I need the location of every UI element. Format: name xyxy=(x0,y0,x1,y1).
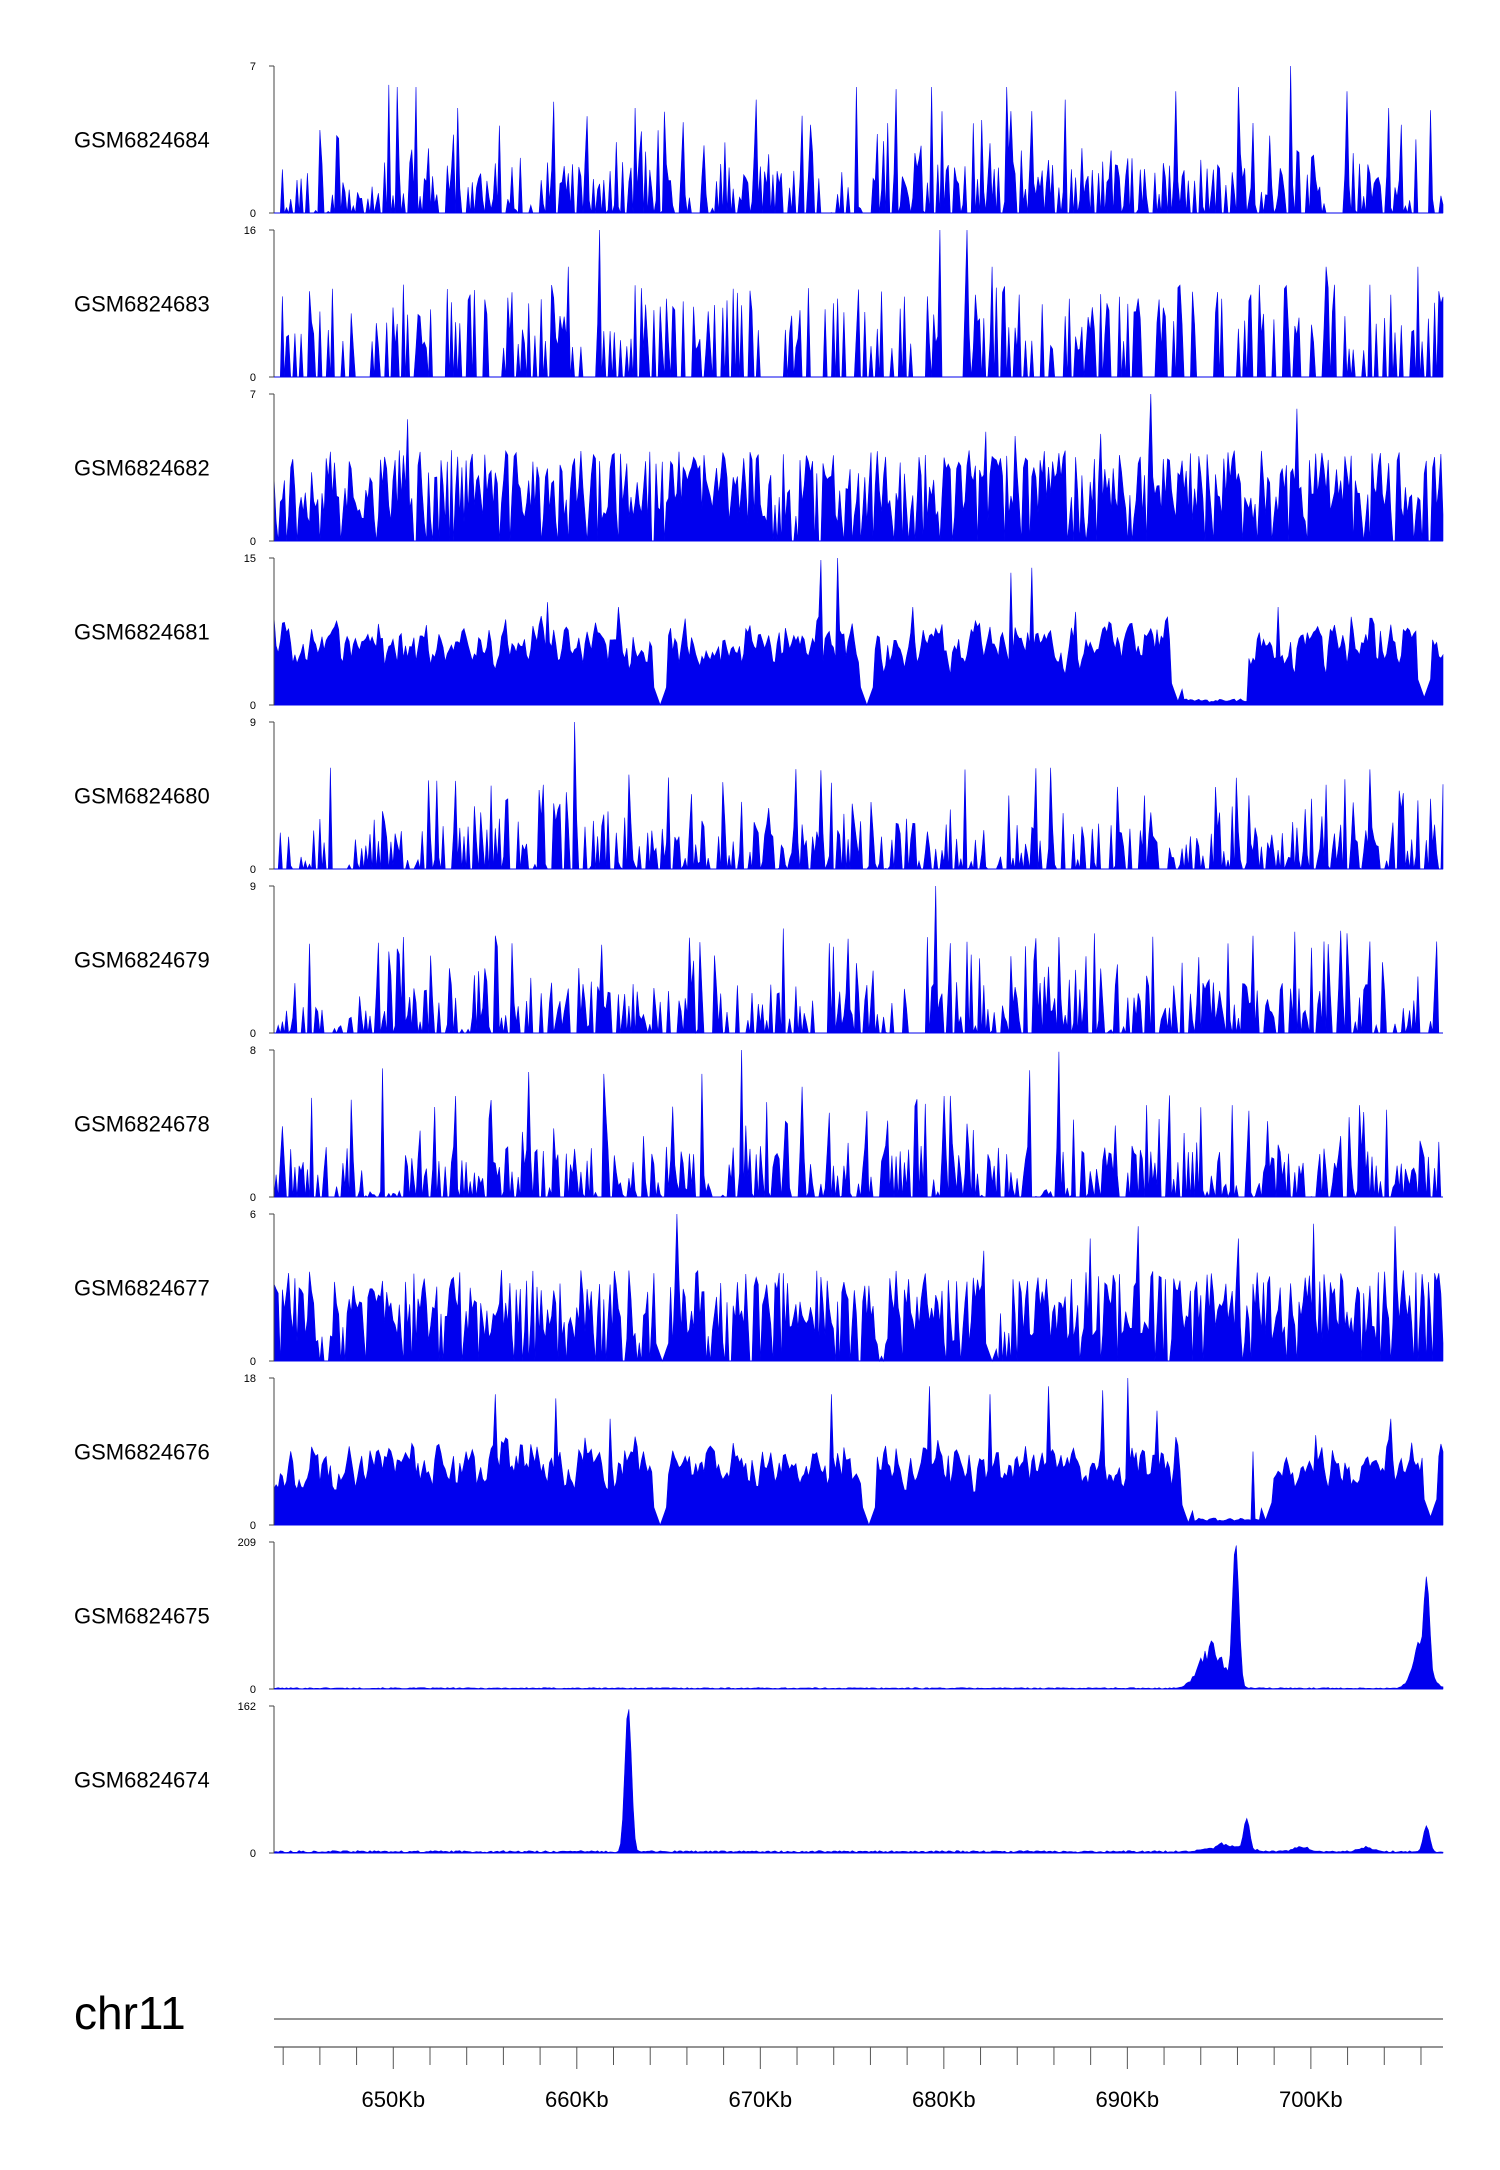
y-max-label: 16 xyxy=(244,225,256,237)
signal-area-GSM6824677 xyxy=(273,1213,1444,1363)
track-GSM6824682: 7 0 GSM6824682 xyxy=(74,389,1444,548)
y-min-label: 0 xyxy=(250,372,256,384)
x-tick-label: 680Kb xyxy=(912,2087,976,2112)
y-max-label: 162 xyxy=(238,1701,256,1713)
x-tick-label: 660Kb xyxy=(545,2087,609,2112)
track-label: GSM6824679 xyxy=(74,948,210,973)
track-label: GSM6824684 xyxy=(74,128,210,153)
y-min-label: 0 xyxy=(250,1356,256,1368)
signal-area-GSM6824680 xyxy=(274,721,1444,870)
y-min-label: 0 xyxy=(250,1028,256,1040)
signal-area-GSM6824681 xyxy=(273,557,1444,706)
track-label: GSM6824683 xyxy=(74,292,210,317)
track-label: GSM6824674 xyxy=(74,1768,210,1793)
track-GSM6824676: 18 0 GSM6824676 xyxy=(74,1373,1444,1532)
y-min-label: 0 xyxy=(250,536,256,548)
signal-area-GSM6824683 xyxy=(274,229,1444,378)
y-min-label: 0 xyxy=(250,1520,256,1532)
signal-area-GSM6824674 xyxy=(273,1709,1444,1854)
track-label: GSM6824676 xyxy=(74,1440,210,1465)
y-max-label: 9 xyxy=(250,881,256,893)
track-label: GSM6824678 xyxy=(74,1112,210,1137)
track-GSM6824677: 6 0 GSM6824677 xyxy=(74,1209,1444,1368)
y-min-label: 0 xyxy=(250,1684,256,1696)
track-GSM6824683: 16 0 GSM6824683 xyxy=(74,225,1444,384)
y-min-label: 0 xyxy=(250,864,256,876)
x-tick-label: 690Kb xyxy=(1096,2087,1160,2112)
y-max-label: 7 xyxy=(250,389,256,401)
track-label: GSM6824682 xyxy=(74,456,210,481)
y-max-label: 9 xyxy=(250,717,256,729)
signal-area-GSM6824675 xyxy=(273,1545,1444,1690)
y-max-label: 15 xyxy=(244,553,256,565)
track-label: GSM6824677 xyxy=(74,1276,210,1301)
track-GSM6824680: 9 0 GSM6824680 xyxy=(74,717,1444,876)
y-max-label: 18 xyxy=(244,1373,256,1385)
x-tick-label: 670Kb xyxy=(729,2087,793,2112)
genomic-axis: chr11 650Kb 660Kb 670Kb 680Kb 690Kb 700Kb xyxy=(74,1987,1443,2112)
track-GSM6824679: 9 0 GSM6824679 xyxy=(74,881,1443,1040)
y-min-label: 0 xyxy=(250,208,256,220)
track-label: GSM6824675 xyxy=(74,1604,210,1629)
signal-area-GSM6824678 xyxy=(273,1049,1443,1199)
y-max-label: 8 xyxy=(250,1045,256,1057)
y-min-label: 0 xyxy=(250,700,256,712)
y-max-label: 6 xyxy=(250,1209,256,1221)
signal-tracks: 7 0 GSM6824684 16 0 GSM6824683 7 0 GSM6824682 15 0… xyxy=(74,61,1444,1860)
track-GSM6824681: 15 0 GSM6824681 xyxy=(74,553,1444,712)
y-min-label: 0 xyxy=(250,1192,256,1204)
track-label: GSM6824680 xyxy=(74,784,210,809)
track-label: GSM6824681 xyxy=(74,620,210,645)
signal-area-GSM6824684 xyxy=(274,65,1444,215)
track-GSM6824678: 8 0 GSM6824678 xyxy=(74,1045,1443,1204)
signal-area-GSM6824676 xyxy=(273,1377,1444,1526)
chromosome-label: chr11 xyxy=(74,1987,186,2039)
signal-area-GSM6824679 xyxy=(274,885,1443,1035)
track-GSM6824674: 162 0 GSM6824674 xyxy=(74,1701,1444,1860)
signal-area-GSM6824682 xyxy=(273,393,1444,542)
track-GSM6824675: 209 0 GSM6824675 xyxy=(74,1537,1444,1696)
y-min-label: 0 xyxy=(250,1848,256,1860)
track-GSM6824684: 7 0 GSM6824684 xyxy=(74,61,1444,220)
y-max-label: 209 xyxy=(238,1537,256,1549)
y-max-label: 7 xyxy=(250,61,256,73)
x-tick-label: 700Kb xyxy=(1279,2087,1343,2112)
x-tick-label: 650Kb xyxy=(361,2087,425,2112)
